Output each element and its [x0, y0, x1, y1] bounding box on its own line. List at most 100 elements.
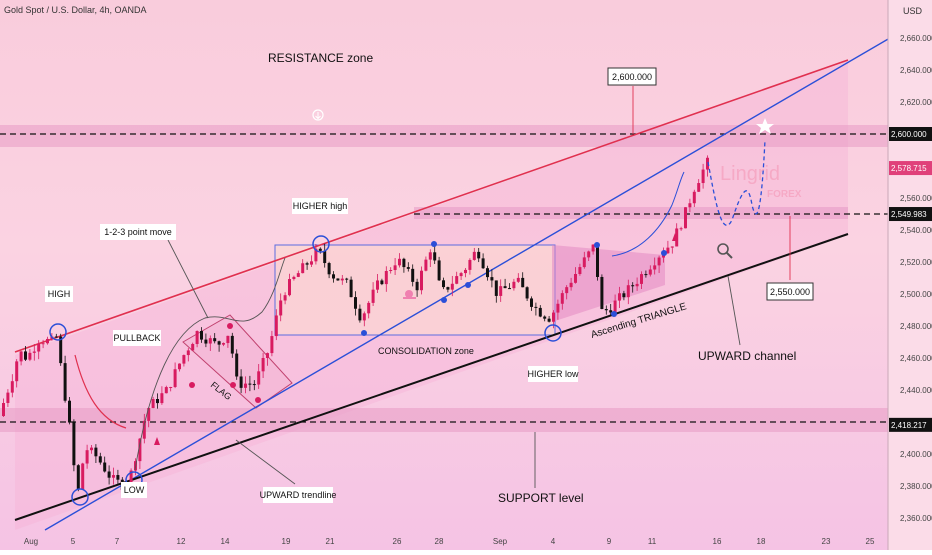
candle-body [446, 287, 450, 290]
candle-body [76, 465, 80, 490]
point-move-pointer [167, 239, 209, 319]
candle-body [635, 283, 639, 287]
candle-body [472, 251, 476, 260]
price-badge [889, 207, 932, 222]
candle-body [552, 312, 555, 322]
candle-body [406, 267, 410, 269]
marker-higher-high [312, 235, 330, 253]
svg-text:HIGH: HIGH [48, 289, 71, 299]
svg-text:Lingrid: Lingrid [720, 163, 780, 185]
price-tick-label: 2,540.000 [900, 226, 932, 235]
candle-body [63, 363, 67, 401]
candle-body [248, 383, 252, 385]
candle-body [94, 447, 98, 457]
candle-body [208, 338, 212, 344]
svg-text:2,600.000: 2,600.000 [612, 72, 652, 82]
chart-title: Gold Spot / U.S. Dollar, 4h, OANDA [4, 5, 147, 15]
candle-body [640, 274, 643, 284]
projection-arrow-upper [611, 171, 685, 257]
candle-body [701, 169, 705, 184]
svg-text:PULLBACK: PULLBACK [113, 333, 160, 343]
support-level-label: SUPPORT level [498, 491, 584, 505]
price-badge [889, 417, 932, 432]
candle-body [327, 263, 331, 275]
candle-body [169, 387, 173, 389]
candle-body [459, 273, 463, 277]
candle-body [10, 381, 14, 393]
candle-body [433, 252, 437, 261]
candle-body [41, 343, 45, 345]
candle-body [648, 269, 652, 275]
projection-wave [707, 139, 766, 226]
candle-body [596, 244, 599, 277]
marker-higher-low [544, 324, 562, 342]
candle-body [340, 278, 344, 281]
candle-body [252, 384, 256, 386]
time-tick-label: 23 [822, 537, 831, 546]
candle-body [481, 258, 485, 269]
candle-body [591, 244, 595, 252]
candle-body [107, 471, 111, 478]
price-badge-label: 2,418.217 [891, 421, 927, 430]
high-label-box: HIGH [45, 286, 73, 302]
time-tick-label: 11 [648, 537, 657, 546]
candle-body [191, 343, 195, 351]
candle-body [697, 183, 701, 192]
candle-body [164, 387, 168, 394]
price-tick-label: 2,480.000 [900, 322, 932, 331]
candle-body [178, 363, 181, 370]
candle-body [468, 259, 472, 270]
candle-body [142, 420, 146, 439]
candle-body [195, 331, 199, 344]
candle-body [230, 335, 234, 354]
price-axis-panel[interactable] [888, 0, 932, 550]
price-badge [889, 161, 932, 176]
upward-trendline-pointer [235, 439, 296, 485]
candle-body [534, 306, 538, 308]
candle-body [389, 270, 393, 272]
price-tick-label: 2,560.000 [900, 194, 932, 203]
price-tick-label: 2,360.000 [900, 514, 932, 523]
candle-body [692, 191, 696, 204]
price-tick-label: 2,440.000 [900, 386, 932, 395]
candle-body [450, 283, 454, 290]
label-2550-box: 2,550.000 [766, 282, 814, 301]
time-tick-label: Sep [493, 537, 508, 546]
candle-body [28, 352, 32, 360]
candle-body [437, 260, 441, 281]
candle-body [59, 336, 63, 364]
price-tick-label: 2,400.000 [900, 450, 932, 459]
candle-body [618, 293, 621, 301]
price-tick-label: 2,460.000 [900, 354, 932, 363]
price-badge [889, 127, 932, 141]
candle-body [32, 351, 36, 353]
resistance-trendline [14, 59, 849, 353]
candle-body [314, 248, 318, 262]
candle-body [525, 287, 529, 299]
candles-group [2, 155, 709, 496]
candle-body [305, 263, 309, 265]
down-arrow-icon [312, 109, 324, 121]
candle-body [116, 475, 120, 480]
candle-body [503, 286, 507, 289]
candle-body [354, 297, 357, 309]
candle-body [46, 338, 49, 344]
candle-body [411, 268, 415, 282]
candle-body [81, 463, 85, 490]
candle-body [675, 228, 679, 247]
candle-body [2, 402, 5, 417]
support-zone [0, 408, 888, 432]
candle-body [428, 252, 432, 260]
currency-label: USD [903, 6, 923, 16]
svg-text:LOW: LOW [124, 485, 145, 495]
candle-body [670, 246, 674, 248]
candle-body [582, 257, 586, 268]
candle-body [455, 276, 459, 284]
upward-trendline-label-box: UPWARD trendline [260, 487, 336, 503]
candle-body [213, 338, 217, 342]
candle-body [393, 265, 397, 271]
candle-body [37, 343, 41, 352]
price-tick-label: 2,660.000 [900, 34, 932, 43]
